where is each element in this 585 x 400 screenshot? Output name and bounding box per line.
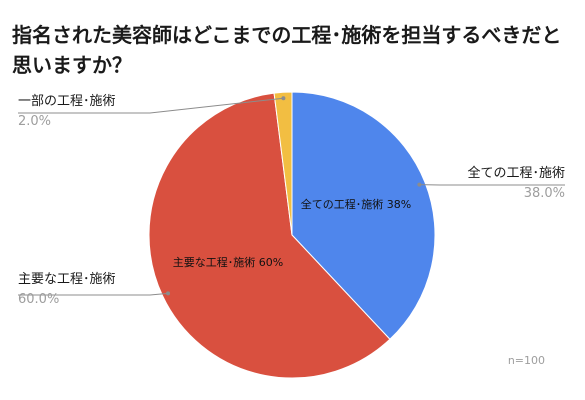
slice-outer-label: 一部の工程･施術 (18, 94, 116, 109)
pie-slice (291, 91, 436, 340)
slice-inner-label: 主要な工程･施術 60% (173, 256, 283, 269)
leader-line (18, 97, 284, 114)
slice-percent-label: 2.0% (18, 114, 51, 129)
pie-slice (273, 91, 293, 236)
pie-slices (148, 91, 436, 379)
slice-outer-label: 主要な工程･施術 (18, 272, 116, 287)
chart-title: 指名された美容師はどこまでの工程･施術を担当するべきだと思いますか？ (12, 23, 562, 77)
slice-outer-label: 全ての工程･施術 (467, 165, 565, 181)
leader-dot (166, 291, 171, 296)
slice-inner-label: 全ての工程･施術 38% (301, 197, 411, 211)
leader-lines (18, 96, 565, 296)
pie-slice (148, 92, 391, 379)
leader-dot (417, 182, 422, 187)
slice-percent-label: 60.0% (18, 292, 59, 307)
leader-dot (281, 96, 286, 101)
sample-size-note: n=100 (507, 354, 545, 367)
slice-percent-label: 38.0% (524, 186, 565, 201)
leader-line (18, 292, 169, 296)
pie-outer-labels: 全ての工程･施術 38.0% 主要な工程･施術 60.0% 一部の工程･施術 2.0% (18, 94, 565, 307)
pie-inner-labels: 全ての工程･施術 38% 主要な工程･施術 60% (173, 197, 411, 269)
